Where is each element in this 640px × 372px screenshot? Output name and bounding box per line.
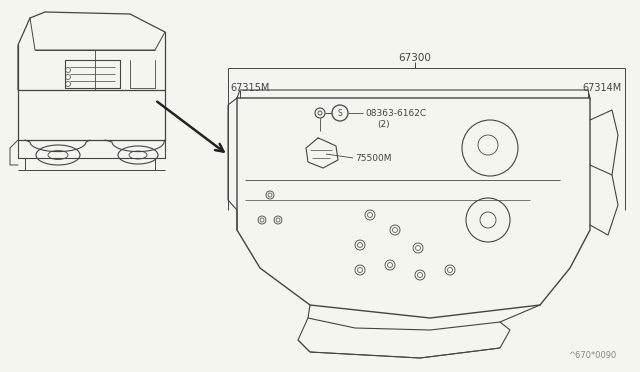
Text: 08363-6162C: 08363-6162C bbox=[365, 109, 426, 118]
Text: ^670*0090: ^670*0090 bbox=[568, 352, 616, 360]
Text: 67314M: 67314M bbox=[582, 83, 621, 93]
Text: (2): (2) bbox=[377, 119, 390, 128]
Text: 67315M: 67315M bbox=[230, 83, 269, 93]
Text: S: S bbox=[338, 109, 342, 118]
Text: 67300: 67300 bbox=[399, 53, 431, 63]
Text: 75500M: 75500M bbox=[355, 154, 392, 163]
